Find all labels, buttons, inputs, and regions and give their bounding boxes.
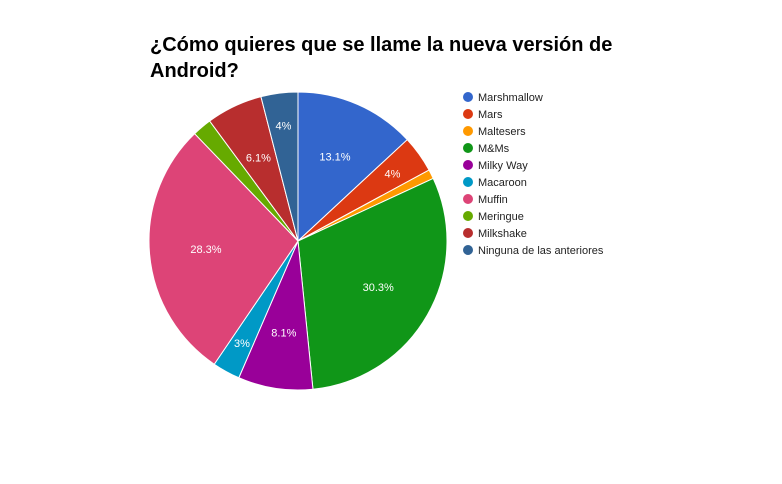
pie-slices [148, 91, 448, 391]
slice-label-m-ms: 30.3% [363, 282, 394, 294]
legend-label-milkshake: Milkshake [478, 228, 527, 240]
legend-label-marshmallow: Marshmallow [478, 92, 543, 104]
legend-swatch-marshmallow [463, 92, 473, 102]
pie-slice-muffin [148, 132, 299, 365]
pie-slice-m-ms [297, 177, 448, 390]
slice-label-muffin: 28.3% [190, 244, 221, 256]
pie-slice-ninguna-de-las-anteriores [260, 91, 299, 242]
legend-swatch-meringue [463, 211, 473, 221]
legend-label-maltesers: Maltesers [478, 126, 526, 138]
slice-label-marshmallow: 13.1% [319, 151, 350, 163]
slice-label-milkshake: 6.1% [246, 153, 271, 165]
pie-slice-labels: 13.1% 4% 30.3% 8.1% 3% 28.3% 6.1% 4% [190, 121, 400, 350]
legend-label-milky-way: Milky Way [478, 160, 528, 172]
legend-label-muffin: Muffin [478, 194, 508, 206]
legend-swatch-ninguna-de-las-anteriores [463, 245, 473, 255]
chart-title-line-1: ¿Cómo quieres que se llame la nueva vers… [150, 34, 612, 56]
legend-label-ninguna-de-las-anteriores: Ninguna de las anteriores [478, 245, 604, 257]
slice-label-mars: 4% [384, 168, 400, 180]
legend-label-mars: Mars [478, 109, 503, 121]
legend-label-macaroon: Macaroon [478, 177, 527, 189]
legend-swatch-macaroon [463, 177, 473, 187]
legend: Marshmallow Mars Maltesers M&Ms Milky Way Mac… [463, 92, 604, 257]
slice-label-macaroon: 3% [234, 338, 250, 350]
legend-swatch-milkshake [463, 228, 473, 238]
slice-label-milky-way: 8.1% [271, 327, 296, 339]
legend-swatch-mars [463, 109, 473, 119]
slice-label-ninguna-de-las-anteriores: 4% [275, 121, 291, 133]
chart-title-line-2: Android? [150, 60, 239, 82]
legend-swatch-milky-way [463, 160, 473, 170]
legend-label-m-ms: M&Ms [478, 143, 510, 155]
legend-label-meringue: Meringue [478, 211, 524, 223]
pie-slice-marshmallow [297, 91, 408, 243]
legend-swatch-muffin [463, 194, 473, 204]
legend-swatch-maltesers [463, 126, 473, 136]
legend-swatch-m-ms [463, 143, 473, 153]
